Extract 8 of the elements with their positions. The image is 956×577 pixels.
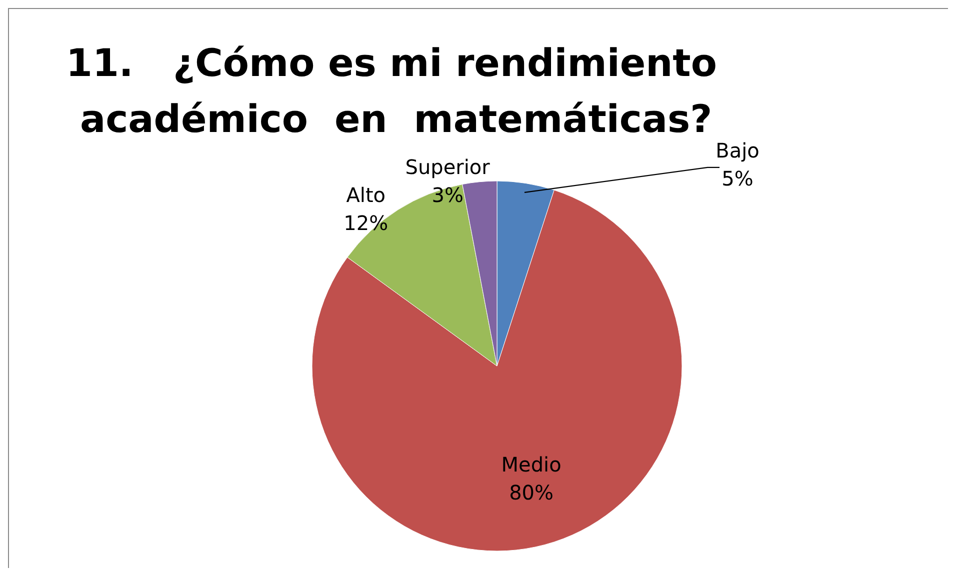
chart-title: 11. ¿Cómo es mi rendimiento académico en matemáticas?: [66, 41, 717, 141]
slice-label: Medio: [501, 452, 562, 477]
slice-label: Superior: [405, 154, 491, 179]
data-label: 80%: [509, 480, 554, 505]
slice-label: Bajo: [716, 138, 760, 162]
data-label: 3%: [432, 182, 464, 207]
slice-label: Alto: [346, 182, 386, 207]
data-label: 5%: [722, 166, 754, 190]
